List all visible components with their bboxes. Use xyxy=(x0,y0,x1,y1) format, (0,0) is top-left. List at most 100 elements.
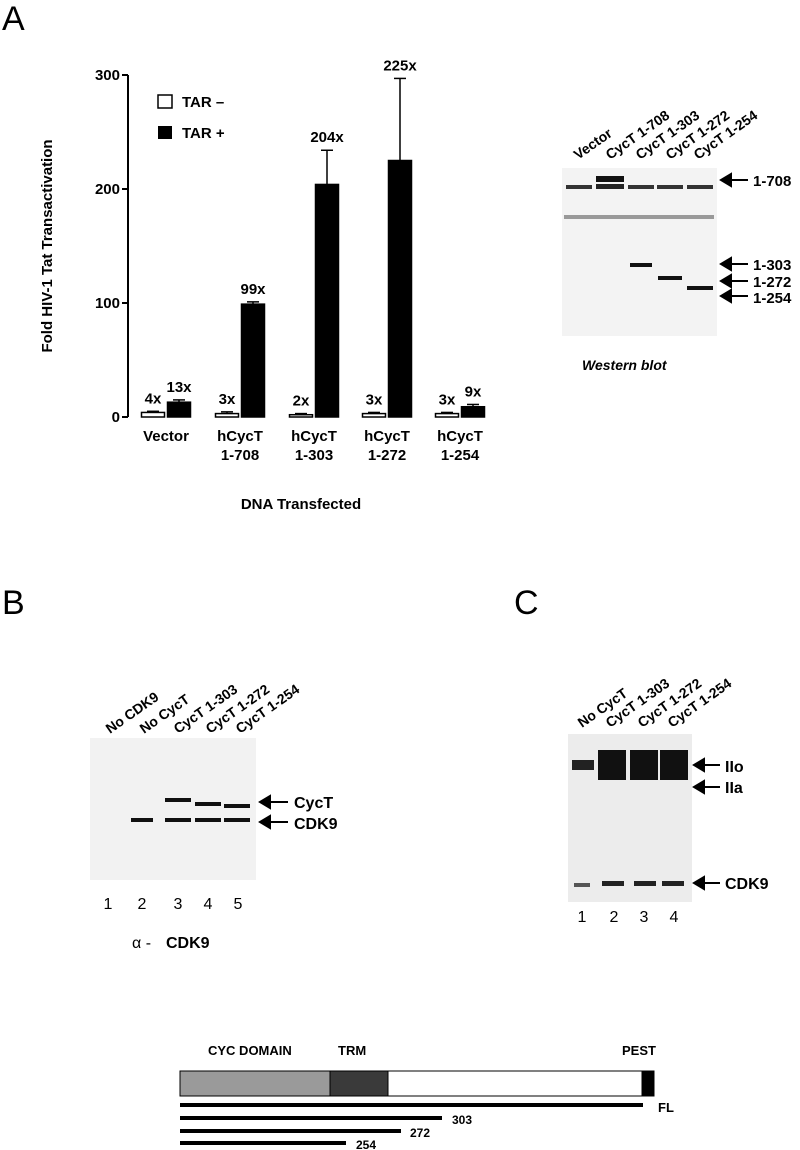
chart-category-label: Vector xyxy=(143,428,189,445)
chart-category-label: hCycT xyxy=(291,428,337,445)
bar-tar-plus xyxy=(240,303,266,418)
blot-b-band xyxy=(131,818,153,822)
blot-b-band xyxy=(165,818,191,822)
domain-label-pest: PEST xyxy=(622,1043,656,1058)
chart-y-tick-label: 200 xyxy=(95,181,120,198)
blot-c-marker-label: IIa xyxy=(725,780,743,797)
bar-tar-minus xyxy=(288,413,314,418)
chart-y-tick-label: 300 xyxy=(95,67,120,84)
bar-tar-minus xyxy=(361,412,387,418)
panel-a-letter: A xyxy=(2,0,25,38)
blot-c-band xyxy=(598,750,626,780)
panel-b-letter: B xyxy=(2,584,25,622)
bar-value-label: 3x xyxy=(219,391,236,408)
domain-trm xyxy=(329,1070,389,1097)
blot-c-band xyxy=(602,881,624,886)
legend-swatch-tar-plus xyxy=(158,126,172,139)
blot-b-antibody-prefix: α - xyxy=(132,935,151,952)
construct-label-272: 272 xyxy=(410,1126,430,1140)
western-band xyxy=(658,276,682,280)
blot-b-marker-label: CDK9 xyxy=(294,816,338,833)
bar-value-label: 9x xyxy=(465,383,482,400)
blot-b-band xyxy=(195,802,221,806)
bar-tar-minus xyxy=(140,411,166,418)
bar-tar-minus xyxy=(434,412,460,418)
bar-value-label: 4x xyxy=(145,390,162,407)
blot-c-lane-number: 2 xyxy=(610,909,619,926)
legend-label-tar-minus: TAR – xyxy=(182,94,224,111)
marker-arrow xyxy=(719,256,748,272)
blot-b-band xyxy=(224,804,250,808)
western-band xyxy=(657,185,683,189)
western-membrane xyxy=(562,168,717,336)
bar-value-label: 3x xyxy=(366,391,383,408)
bar-value-label: 99x xyxy=(240,281,266,298)
domain-label-trm: TRM xyxy=(338,1043,366,1058)
bar-value-label: 3x xyxy=(439,391,456,408)
chart-category-label: 1-254 xyxy=(441,447,480,464)
bar-tar-plus xyxy=(460,405,486,418)
blot-c-lane-number: 1 xyxy=(578,909,587,926)
construct-bar-303 xyxy=(180,1116,442,1120)
chart-y-axis-label: Fold HIV-1 Tat Transactivation xyxy=(39,139,56,352)
western-band xyxy=(687,286,713,290)
chart-y-tick-label: 100 xyxy=(95,295,120,312)
construct-bar-254 xyxy=(180,1141,346,1145)
western-marker-label: 1-303 xyxy=(753,257,791,274)
chart-category-label: hCycT xyxy=(217,428,263,445)
panel-c-blot: No CycT CycT 1-303 CycT 1-272 CycT 1-254… xyxy=(568,675,769,926)
blot-b-lane-number: 1 xyxy=(104,896,113,913)
blot-c-lane-number: 3 xyxy=(640,909,649,926)
blot-c-band xyxy=(630,750,658,780)
blot-b-marker-label: CycT xyxy=(294,795,333,812)
marker-arrow xyxy=(719,172,748,188)
panel-c-letter: C xyxy=(514,584,539,622)
panel-a-western-blot: Vector CycT 1-708 CycT 1-303 CycT 1-272 … xyxy=(562,107,792,373)
construct-bar-fl xyxy=(180,1103,643,1107)
bar-tar-plus xyxy=(166,401,192,418)
bar-tar-plus xyxy=(314,183,340,418)
legend-swatch-tar-minus xyxy=(157,94,173,109)
bar-tar-plus xyxy=(387,159,413,418)
blot-c-band xyxy=(634,881,656,886)
chart-x-axis-label: DNA Transfected xyxy=(241,496,361,513)
bar-value-label: 225x xyxy=(383,57,417,74)
blot-b-band xyxy=(195,818,221,822)
blot-b-lane-number: 4 xyxy=(204,896,213,913)
western-caption: Western blot xyxy=(582,357,668,373)
construct-bar-272 xyxy=(180,1129,401,1133)
blot-b-antibody-name: CDK9 xyxy=(166,935,210,952)
domain-cyc xyxy=(179,1070,331,1097)
bar-value-label: 13x xyxy=(166,379,192,396)
bar-value-label: 204x xyxy=(310,129,344,146)
bar-value-label: 2x xyxy=(293,393,310,410)
western-band xyxy=(687,185,713,189)
bar-tar-minus xyxy=(214,412,240,418)
blot-c-lane-number: 4 xyxy=(670,909,679,926)
chart-category-label: 1-272 xyxy=(368,447,406,464)
construct-label-fl: FL xyxy=(658,1100,674,1115)
marker-arrow xyxy=(692,875,720,891)
blot-c-band xyxy=(572,760,594,770)
chart-category-label: 1-708 xyxy=(221,447,259,464)
western-marker-label: 1-708 xyxy=(753,173,791,190)
domain-pest xyxy=(641,1070,655,1097)
blot-b-lane-number: 2 xyxy=(138,896,147,913)
blot-b-band xyxy=(165,798,191,802)
blot-b-lane-number: 3 xyxy=(174,896,183,913)
western-marker-label: 1-272 xyxy=(753,274,791,291)
marker-arrow xyxy=(258,794,288,810)
chart-category-label: hCycT xyxy=(437,428,483,445)
western-band xyxy=(596,176,624,182)
western-band xyxy=(566,185,592,189)
domain-middle xyxy=(387,1070,643,1097)
blot-c-marker-label: IIo xyxy=(725,759,744,776)
blot-c-band xyxy=(574,883,590,887)
marker-arrow xyxy=(258,814,288,830)
legend-label-tar-plus: TAR + xyxy=(182,125,225,142)
blot-c-marker-label: CDK9 xyxy=(725,876,769,893)
western-band xyxy=(628,185,654,189)
blot-b-lane-number: 5 xyxy=(234,896,243,913)
marker-arrow xyxy=(692,757,720,773)
